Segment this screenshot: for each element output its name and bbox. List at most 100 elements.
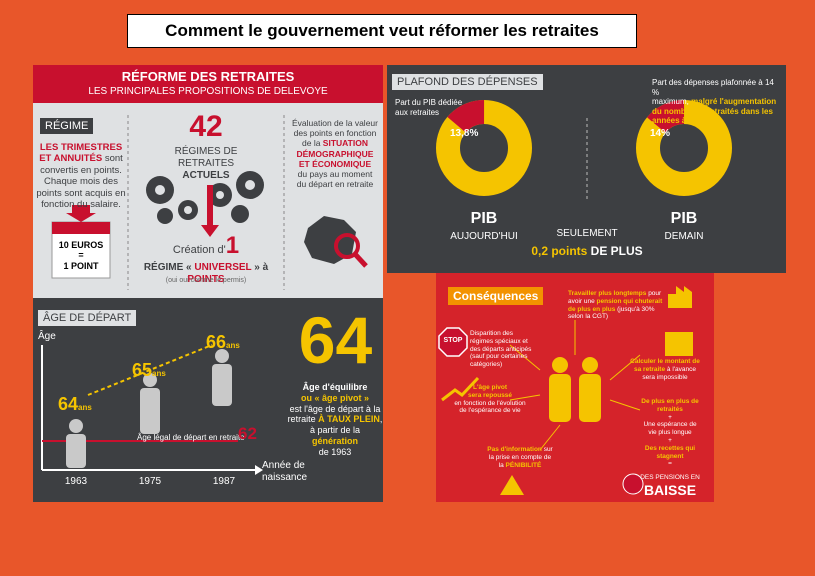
header-title: RÉFORME DES RETRAITES	[121, 69, 295, 84]
axis-label: Âge	[38, 331, 56, 342]
text-block: Part des dépenses plafonnée à 14 % maximu…	[652, 78, 782, 126]
text: la	[498, 461, 506, 469]
text: pension qui chuterait	[596, 297, 663, 305]
trend-line	[87, 344, 213, 396]
text-block: De plus en plus de retraités + Une espéranc…	[630, 398, 710, 468]
text: Disparition des	[470, 330, 513, 337]
age-value: 64ans	[58, 394, 92, 415]
donut-slice	[636, 100, 732, 196]
text-line: du nombre de retraités dans les	[652, 107, 782, 117]
text-line: RÉGIMES DE	[130, 146, 282, 158]
text-line: retraite À TAUX PLEIN,	[286, 414, 384, 425]
text: vie plus longue	[648, 429, 692, 437]
big-one: 1	[225, 232, 240, 259]
age-number: 64	[58, 394, 79, 414]
down-arrow	[201, 185, 219, 237]
text-line: Travailler plus longtemps pour	[568, 290, 668, 298]
text-line: en fonction de l'évolution	[440, 400, 540, 408]
text-line: Disparition des	[470, 330, 550, 338]
text: ou « âge pivot »	[300, 392, 369, 403]
header-band	[33, 65, 383, 103]
big-number: 64	[298, 303, 373, 377]
age-value: 66ans	[206, 332, 240, 353]
text: Calculer le montant de	[630, 358, 700, 365]
text: Des recettes qui	[644, 444, 696, 452]
text: Part des dépenses plafonnée à 14 %	[652, 78, 774, 97]
text: DÉMOGRAPHIQUE	[296, 148, 374, 159]
text-block: LES TRIMESTRES ET ANNUITÉS sont convertis …	[36, 142, 126, 210]
text: convertis en points.	[40, 164, 122, 176]
text: pour	[646, 290, 662, 297]
text: Création d'	[172, 244, 226, 256]
text-line: de l'espérance de vie	[440, 407, 540, 415]
text: malgré l'augmentation	[691, 97, 777, 107]
text: +	[668, 413, 672, 421]
text-line: années à venir	[652, 116, 782, 126]
text: ACTUELS	[182, 170, 230, 181]
donut-name: PIB	[670, 210, 698, 227]
worker	[500, 475, 524, 495]
text: RÉGIME «	[143, 262, 195, 273]
text: des points en fonction	[293, 128, 377, 139]
text-block: Disparition des régimes spéciaux et des dé…	[470, 330, 550, 369]
section-label: PLAFOND DES DÉPENSES	[392, 74, 543, 90]
text: Âge d'équilibre	[302, 382, 368, 392]
text: fonction du salaire.	[41, 198, 121, 210]
text: la prise en compte de	[488, 453, 552, 461]
section-label: Conséquences	[448, 287, 544, 305]
text-line: Âge d'équilibre	[286, 382, 384, 393]
arrow-icon	[66, 205, 96, 222]
map-icon	[304, 216, 356, 264]
text: Évaluation de la valeur	[291, 118, 378, 128]
text-line: (sauf pour certaines	[470, 353, 550, 361]
year-label: 1963	[64, 476, 88, 487]
axis-label: Année de naissance	[262, 460, 307, 484]
text: sera impossible	[642, 373, 688, 381]
note: (oui oui comme le permis)	[165, 277, 247, 284]
text: avoir une	[568, 297, 597, 305]
text: À TAUX PLEIN	[318, 414, 380, 425]
text: années à venir	[652, 116, 708, 126]
text: Pas d'information	[487, 446, 542, 453]
legal-text: Âge légal de départ en retraite	[137, 433, 245, 442]
text: Une espérance de	[643, 421, 697, 429]
card-line: =	[78, 250, 84, 261]
calendar-top	[52, 222, 110, 234]
text: points sont acquis en	[36, 187, 126, 199]
text: SITUATION	[322, 138, 368, 149]
donut-sub: AUJOURD'HUI	[450, 231, 518, 242]
text-block: RÉGIMES DE RETRAITES ACTUELS	[130, 146, 282, 182]
calculator	[665, 332, 693, 356]
donut-sub: DEMAIN	[664, 231, 704, 242]
donut-slice	[436, 99, 532, 196]
text-line: Part du PIB dédiée	[395, 98, 462, 108]
text-block: L'âge pivot sera repoussé en fonction de l…	[440, 384, 540, 415]
text: à l'avance	[665, 365, 696, 373]
text-line: Année de	[262, 460, 307, 472]
section-label: RÉGIME	[40, 118, 94, 134]
text-line: 0,2 points DE PLUS	[517, 244, 657, 258]
main-title: Comment le gouvernement veut réformer le…	[127, 14, 637, 48]
text: sont	[102, 153, 123, 165]
text-line: LES TRIMESTRES	[36, 142, 126, 153]
age-unit: ans	[78, 403, 92, 412]
text: retraités	[657, 405, 683, 413]
text: Travailler plus longtemps	[568, 290, 647, 297]
text: du pays au moment	[297, 168, 373, 179]
text-line: des départs anticipés	[470, 346, 550, 354]
card-line: 1 POINT	[63, 260, 99, 271]
text: De plus en plus de	[641, 398, 699, 405]
text-line: retraités	[630, 406, 710, 414]
header-subtitle: LES PRINCIPALES PROPOSITIONS DE DELEVOYE	[88, 86, 328, 97]
text-line: sera repoussé	[440, 392, 540, 400]
text: +	[668, 436, 672, 444]
text-line: avoir une pension qui chuterait	[568, 298, 668, 306]
text: SEULEMENT	[556, 228, 618, 239]
text: Année de	[262, 460, 305, 471]
text: RETRAITES	[177, 158, 235, 169]
text: PÉNIBILITÉ	[505, 461, 542, 469]
elderly-figures	[549, 357, 601, 422]
text-line: RETRAITES	[130, 158, 282, 170]
text-line: RÉGIME « UNIVERSEL » à POINTS	[128, 262, 284, 286]
